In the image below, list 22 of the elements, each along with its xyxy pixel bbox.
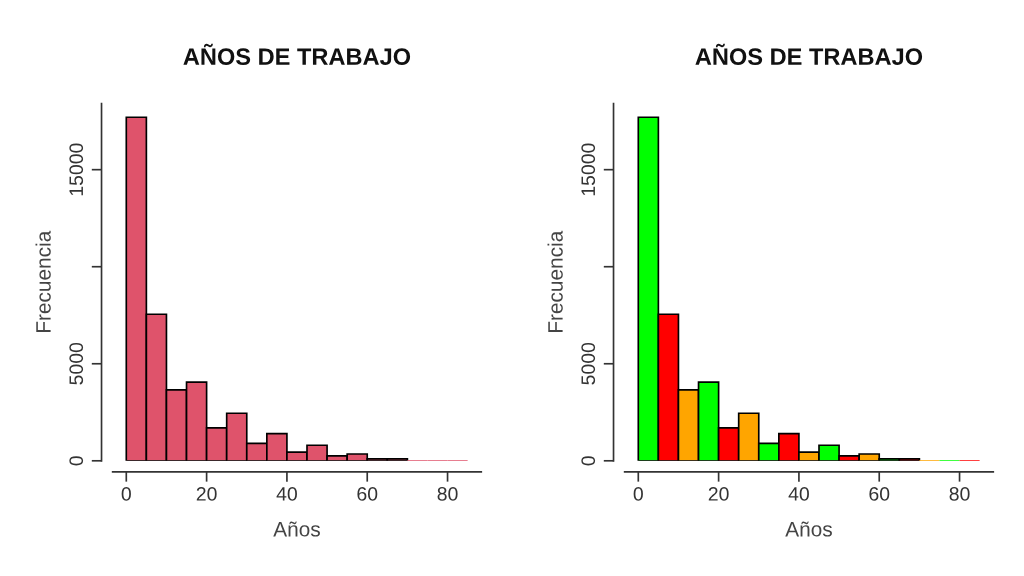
x-tick-label: 20: [708, 487, 729, 501]
y-tick-label: 15000: [69, 143, 84, 196]
y-tick-label: 0: [581, 456, 596, 466]
y-axis-title: Frecuencia: [35, 230, 51, 333]
y-tick-label: 15000: [581, 143, 596, 196]
x-tick-label: 0: [633, 487, 643, 501]
x-tick-label: 40: [788, 487, 809, 501]
y-tick-label: 5000: [581, 342, 596, 385]
x-axis-title: Años: [273, 521, 320, 537]
x-tick-label: 0: [121, 487, 131, 501]
x-tick-label: 80: [949, 487, 970, 501]
x-tick-label: 60: [869, 487, 890, 501]
y-tick-label: 5000: [69, 342, 84, 385]
x-axis-title: Años: [785, 521, 832, 537]
chart-title: AÑOS DE TRABAJO: [183, 43, 411, 66]
y-tick-label: 0: [69, 456, 84, 466]
x-tick-label: 80: [437, 487, 458, 501]
chart-title: AÑOS DE TRABAJO: [695, 43, 923, 66]
y-axis-title: Frecuencia: [547, 230, 563, 333]
x-tick-label: 40: [276, 487, 297, 501]
x-tick-label: 60: [357, 487, 378, 501]
x-tick-label: 20: [196, 487, 217, 501]
